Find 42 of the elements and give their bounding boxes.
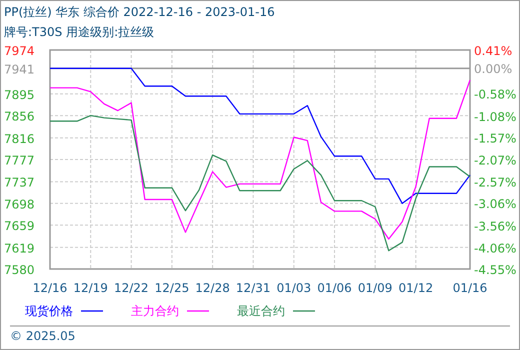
x-tick-label: 12/22 — [114, 281, 149, 295]
y2-tick-label: 0.00% — [474, 62, 512, 76]
line-series — [49, 114, 471, 252]
y2-tick-label: -2.07% — [474, 154, 516, 168]
x-tick-label: 12/25 — [154, 281, 190, 295]
text: © 2025.05 — [10, 329, 76, 343]
x-tick-label: 01/12 — [398, 281, 434, 295]
y-tick-label: 7698 — [4, 197, 35, 212]
legend-label: 最近合约 — [237, 304, 285, 318]
y-tick-label: 7619 — [4, 241, 35, 256]
legend-label: 主力合约 — [131, 304, 179, 318]
y-tick-label: 7737 — [4, 176, 35, 190]
line-series — [49, 68, 471, 204]
chart-subtitle: 牌号:T30S 用途级别:拉丝级 — [4, 25, 154, 39]
y-tick-label: 7777 — [4, 154, 35, 168]
y2-tick-label: -3.06% — [474, 197, 516, 212]
y2-tick-label: -1.57% — [474, 131, 516, 146]
y-tick-label: 7659 — [4, 219, 35, 234]
legend-label: 现货价格 — [25, 304, 73, 318]
x-tick-label: 12/19 — [73, 281, 108, 295]
chart-title: PP(拉丝) 华东 综合价 2022-12-16 - 2023-01-16 — [4, 5, 275, 19]
x-tick-label: 01/09 — [358, 281, 392, 295]
line-series — [49, 79, 471, 240]
y2-tick-label: -4.06% — [474, 241, 516, 256]
y2-tick-label: -1.08% — [474, 110, 516, 124]
y2-tick-label: -0.58% — [474, 88, 516, 102]
x-tick-label: 01/03 — [276, 281, 312, 295]
y2-tick-label: -3.56% — [474, 219, 516, 234]
x-tick-label: 12/31 — [236, 281, 271, 295]
x-tick-label: 01/06 — [317, 281, 352, 295]
y-tick-label: 7941 — [4, 62, 35, 76]
x-tick-label: 12/16 — [32, 281, 68, 295]
y-tick-label: 7816 — [4, 132, 35, 146]
x-tick-label: 01/16 — [452, 281, 488, 295]
y2-tick-label: -2.57% — [474, 176, 516, 190]
y2-tick-label: -4.55% — [474, 263, 516, 277]
x-tick-label: 12/28 — [195, 281, 230, 295]
y-tick-label: 7580 — [4, 263, 35, 277]
y2-tick-label: 0.41% — [474, 44, 512, 58]
y-tick-label: 7974 — [4, 44, 35, 58]
y-tick-label: 7856 — [4, 110, 35, 124]
y-tick-label: 7895 — [4, 88, 35, 102]
